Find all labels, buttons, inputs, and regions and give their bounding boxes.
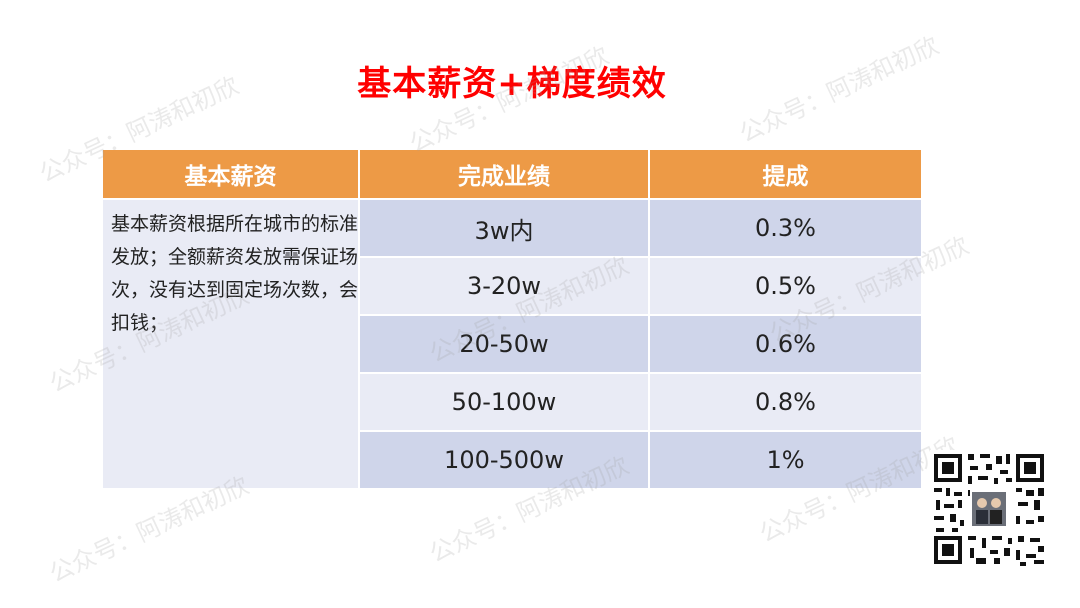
table-row: 50-100w 0.8% [103,373,921,432]
header-commission: 提成 [649,150,921,200]
header-performance: 完成业绩 [359,150,650,200]
table-row: 100-500w 1% [103,431,921,490]
commission-table: 基本薪资 完成业绩 提成 基本薪资根据所在城市的标准发放；全额薪资发放需保证场次… [103,150,921,490]
page-title: 基本薪资+梯度绩效 [357,64,667,104]
table-row: 基本薪资根据所在城市的标准发放；全额薪资发放需保证场次，没有达到固定场次数，会扣… [103,199,921,490]
commission-cell: 0.5% [649,257,921,316]
header-base-salary: 基本薪资 [103,150,360,200]
performance-cell: 3w内 [359,199,650,258]
table-row: 20-50w 0.6% [103,315,921,374]
performance-cell: 3-20w [359,257,650,316]
table-header-row: 基本薪资 完成业绩 提成 [103,150,921,200]
table-row: 3-20w 0.5% [103,257,921,316]
performance-cell: 20-50w [359,315,650,374]
qr-code-icon [930,450,1048,568]
commission-cell: 0.6% [649,315,921,374]
performance-cell: 50-100w [359,373,650,432]
commission-cell: 0.8% [649,373,921,432]
performance-cell: 100-500w [359,431,650,490]
commission-cell: 0.3% [649,199,921,258]
base-salary-description: 基本薪资根据所在城市的标准发放；全额薪资发放需保证场次，没有达到固定场次数，会扣… [103,199,360,490]
commission-cell: 1% [649,431,921,490]
